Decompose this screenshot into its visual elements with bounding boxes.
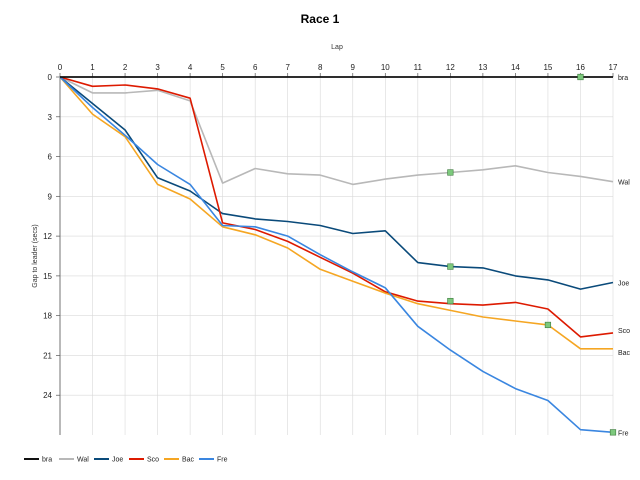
marker-wal [447, 169, 454, 176]
x-tick-label: 13 [478, 63, 487, 72]
y-axis-label: Gap to leader (secs) [32, 224, 39, 287]
end-label-wal: Wal [618, 180, 630, 187]
x-tick-label: 8 [318, 63, 323, 72]
legend-item-fre: Fre [199, 457, 228, 464]
data-markers [447, 73, 617, 436]
series-line-fre [59, 76, 614, 434]
x-tick-label: 5 [220, 63, 225, 72]
legend-label-bac: Bac [182, 457, 195, 464]
x-tick-label: 7 [285, 63, 290, 72]
y-tick-label: 12 [43, 232, 52, 241]
marker-joe [447, 263, 454, 270]
x-tick-label: 16 [576, 63, 585, 72]
series-end-labels: bra Wal Joe Sco Bac Fre [618, 75, 631, 437]
x-tick-label: 9 [351, 63, 356, 72]
x-tick-label: 3 [155, 63, 160, 72]
legend-item-bra: bra [24, 457, 52, 464]
legend-item-bac: Bac [164, 457, 195, 464]
y-tick-label: 0 [48, 73, 53, 82]
x-tick-label: 17 [609, 63, 618, 72]
legend-label-joe: Joe [112, 457, 123, 464]
grid-lines [59, 76, 614, 435]
x-tick-label: 12 [446, 63, 455, 72]
x-tick-label: 0 [58, 63, 63, 72]
legend-item-sco: Sco [129, 457, 159, 464]
legend-label-fre: Fre [217, 457, 228, 464]
y-tick-labels: 0 3 6 9 12 15 18 21 24 [43, 73, 52, 400]
axes [56, 73, 614, 435]
marker-bra [577, 73, 584, 81]
end-label-bac: Bac [618, 350, 631, 357]
marker-fre [609, 429, 617, 436]
legend-item-joe: Joe [94, 457, 123, 464]
chart-title: Race 1 [301, 12, 340, 26]
x-tick-label: 2 [123, 63, 128, 72]
marker-sco [447, 297, 454, 305]
x-tick-label: 14 [511, 63, 520, 72]
y-tick-label: 21 [43, 351, 52, 360]
end-label-bra: bra [618, 75, 628, 82]
x-tick-labels: 0 1 2 3 4 5 6 7 8 9 10 11 12 13 14 15 16 17 [58, 63, 618, 72]
series-line-wal [59, 76, 614, 186]
legend-label-wal: Wal [77, 457, 89, 464]
y-tick-label: 24 [43, 391, 52, 400]
x-tick-label: 11 [414, 63, 423, 72]
series-line-sco [59, 76, 614, 338]
y-tick-label: 6 [48, 153, 53, 162]
y-tick-label: 18 [43, 312, 52, 321]
end-label-fre: Fre [618, 430, 629, 437]
series-line-bac [59, 76, 613, 350]
series-line-joe [59, 76, 614, 290]
x-tick-label: 15 [543, 63, 552, 72]
end-label-sco: Sco [618, 328, 630, 335]
legend-label-sco: Sco [147, 457, 159, 464]
legend-label-bra: bra [42, 457, 52, 464]
x-tick-label: 10 [381, 63, 390, 72]
end-label-joe: Joe [618, 281, 629, 288]
x-tick-label: 1 [90, 63, 95, 72]
x-tick-label: 4 [188, 63, 193, 72]
x-axis-label: Lap [331, 44, 343, 51]
y-tick-label: 9 [48, 192, 53, 201]
y-tick-label: 3 [48, 113, 53, 122]
marker-bac [544, 321, 552, 329]
series-lines [59, 76, 614, 434]
legend-item-wal: Wal [59, 457, 89, 464]
y-tick-label: 15 [43, 272, 52, 281]
legend: bra Wal Joe Sco Bac Fre [24, 457, 228, 464]
x-tick-label: 6 [253, 63, 258, 72]
